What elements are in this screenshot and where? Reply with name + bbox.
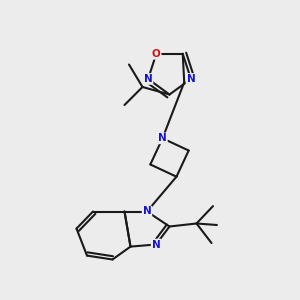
- Text: N: N: [144, 74, 152, 84]
- Text: N: N: [187, 74, 195, 84]
- Text: N: N: [152, 239, 160, 250]
- Text: N: N: [158, 133, 167, 143]
- Text: O: O: [152, 49, 161, 59]
- Text: N: N: [142, 206, 152, 217]
